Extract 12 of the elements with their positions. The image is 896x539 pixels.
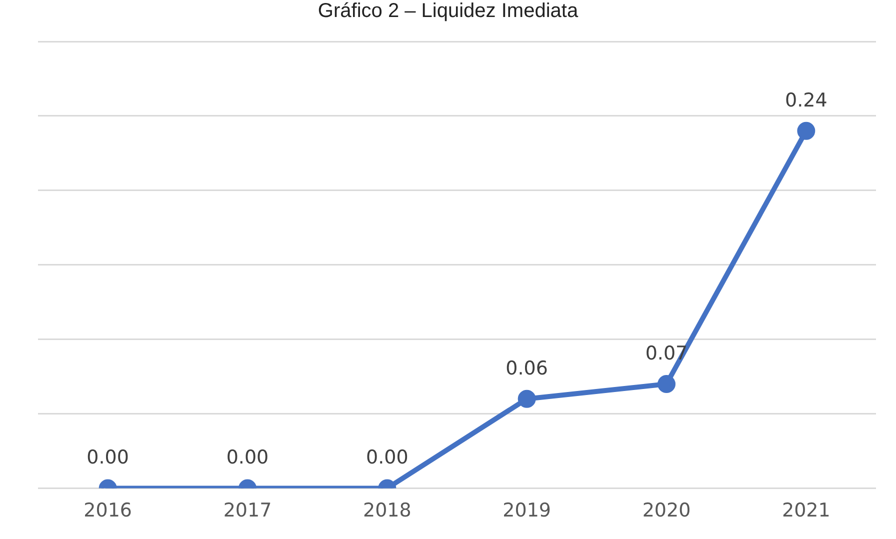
- x-tick-label: 2019: [502, 500, 552, 522]
- data-label: 0.00: [366, 446, 408, 469]
- x-tick-label: 2018: [362, 500, 412, 522]
- x-tick-label: 2021: [782, 500, 830, 522]
- data-label: 0.24: [785, 89, 828, 112]
- data-label: 0.00: [86, 446, 129, 469]
- x-tick-label: 2017: [223, 500, 272, 522]
- data-label: 0.06: [506, 357, 548, 380]
- chart-title: Gráfico 2 – Liquidez Imediata: [316, 0, 580, 24]
- x-tick-label: 2020: [642, 500, 691, 522]
- x-tick-label: 2016: [84, 500, 132, 522]
- data-label: 0.00: [226, 446, 269, 469]
